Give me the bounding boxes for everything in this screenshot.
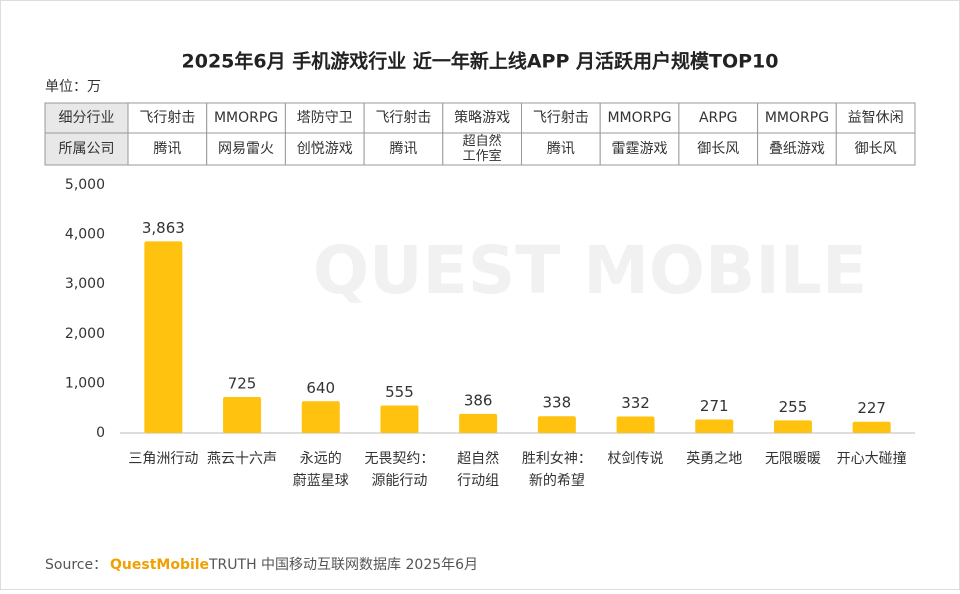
x-tick-label: 蔚蓝星球 — [293, 473, 349, 489]
watermark: QUEST MOBILE — [313, 232, 867, 309]
value-label: 386 — [464, 391, 493, 409]
table-text: 雷霆游戏 — [612, 141, 668, 157]
value-label: 255 — [779, 398, 808, 416]
x-tick-label: 三角洲行动 — [128, 451, 198, 467]
value-label: 725 — [228, 375, 257, 393]
value-label: 555 — [385, 383, 414, 401]
value-label: 271 — [700, 397, 729, 415]
y-tick-label: 5,000 — [65, 177, 105, 193]
x-tick-label: 无限暖暖 — [765, 451, 821, 467]
table-cell — [127, 132, 208, 166]
table-text: ARPG — [699, 110, 738, 126]
y-tick-label: 2,000 — [65, 326, 105, 342]
value-label: 640 — [306, 379, 335, 397]
table-cell — [363, 102, 444, 134]
table-cell — [599, 132, 680, 166]
x-tick-label: 英勇之地 — [686, 450, 742, 467]
table-text: 所属公司 — [59, 141, 115, 157]
unit-label: 单位：万 — [45, 79, 101, 95]
source-brand: QuestMobile — [110, 557, 209, 573]
table-cell — [44, 132, 129, 166]
y-tick-label: 4,000 — [65, 227, 105, 243]
x-tick-label: 行动组 — [457, 473, 499, 489]
table-text: 腾讯 — [153, 140, 181, 157]
table-cell — [835, 102, 916, 134]
table-cell — [678, 132, 759, 166]
value-label: 227 — [857, 399, 886, 417]
x-tick-label: 源能行动 — [371, 473, 427, 489]
table-cell — [835, 132, 916, 166]
table-text: 网易雷火 — [218, 141, 274, 157]
value-label: 3,863 — [142, 219, 185, 237]
table-text: 创悦游戏 — [297, 141, 353, 157]
bar — [773, 420, 812, 433]
table-text: 腾讯 — [389, 140, 417, 157]
x-tick-label: 无畏契约： — [364, 451, 434, 467]
bar — [144, 241, 183, 433]
table-cell — [44, 102, 129, 134]
x-tick-label: 杖剑传说 — [608, 451, 664, 467]
table-cell — [757, 132, 837, 166]
table-text: MMORPG — [214, 110, 278, 126]
x-tick-label: 超自然 — [457, 450, 499, 467]
table-cell — [442, 132, 522, 166]
table-cell — [521, 132, 601, 166]
value-label: 338 — [543, 394, 572, 412]
table-text: MMORPG — [607, 110, 671, 126]
table-cell — [284, 132, 365, 166]
bar — [695, 419, 734, 433]
bar — [459, 413, 498, 433]
table-text: 细分行业 — [59, 110, 115, 126]
table-cell — [521, 102, 601, 134]
bar — [223, 397, 262, 433]
table-text: 工作室 — [463, 148, 502, 164]
table-text: 超自然 — [463, 133, 502, 149]
source-text: TRUTH 中国移动互联网数据库 2025年6月 — [208, 557, 478, 573]
bar — [537, 416, 576, 433]
table-text: 塔防守卫 — [297, 110, 353, 126]
bar — [380, 405, 419, 433]
table-text: MMORPG — [765, 110, 829, 126]
x-tick-label: 胜利女神： — [522, 450, 592, 467]
table-cell — [678, 102, 759, 134]
table-text: 腾讯 — [547, 140, 575, 157]
table-text: 叠纸游戏 — [769, 141, 825, 157]
bar — [852, 421, 891, 433]
table-text: 飞行射击 — [375, 110, 431, 126]
table-text: 飞行射击 — [533, 110, 589, 126]
table-text: 益智休闲 — [848, 110, 904, 126]
x-tick-label: 燕云十六声 — [207, 451, 277, 467]
x-tick-label: 开心大碰撞 — [837, 451, 907, 467]
table-text: 御长风 — [697, 141, 739, 157]
y-tick-label: 0 — [96, 425, 105, 441]
bar — [301, 401, 340, 433]
x-tick-label: 永远的 — [300, 451, 342, 467]
table-cell — [363, 132, 444, 166]
y-tick-label: 1,000 — [65, 375, 105, 391]
table-text: 飞行射击 — [139, 110, 195, 126]
value-label: 332 — [621, 394, 650, 412]
table-text: 御长风 — [855, 141, 897, 157]
x-tick-label: 新的希望 — [529, 473, 585, 489]
table-text: 策略游戏 — [454, 109, 510, 126]
bar — [616, 416, 655, 433]
chart-title: 2025年6月 手机游戏行业 近一年新上线APP 月活跃用户规模TOP10 — [182, 50, 779, 73]
source-label: Source： — [45, 557, 107, 573]
y-tick-label: 3,000 — [65, 276, 105, 292]
